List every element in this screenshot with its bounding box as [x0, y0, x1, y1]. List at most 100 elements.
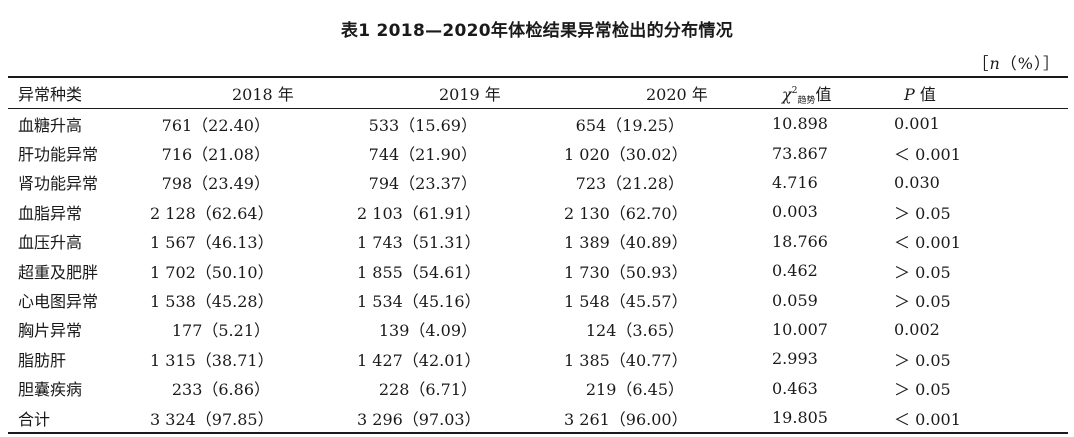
cell-y2019-value: 744（21.90）	[368, 145, 477, 165]
cell-y2020: 1 548（45.57）	[564, 285, 772, 314]
p-symbol: P	[904, 85, 915, 104]
cell-y2018-value: 177（5.21）	[171, 321, 270, 341]
cell-y2020-value: 1 548（45.57）	[564, 292, 688, 312]
cell-y2018: 233（6.86）	[150, 374, 357, 403]
cell-y2018-value: 798（23.49）	[161, 174, 270, 194]
cell-y2020: 124（3.65）	[564, 315, 772, 344]
cell-chi2: 73.867	[772, 143, 828, 163]
table-row: 胸片异常 177（5.21） 139（4.09） 124（3.65） 10.007 0.0…	[8, 315, 1068, 344]
cell-y2019-value: 794（23.37）	[368, 174, 477, 194]
cell-category: 肝功能异常	[18, 145, 99, 165]
cell-p: ＞ 0.05	[894, 292, 951, 312]
cell-y2018-value: 761（22.40）	[161, 115, 270, 135]
cell-y2020: 654（19.25）	[564, 109, 772, 139]
header-row: 异常种类 2018 年 2019 年 2020 年 χ2趋势值 P 值	[8, 76, 1068, 109]
cell-p: 0.002	[894, 319, 940, 339]
cell-y2018-value: 233（6.86）	[171, 380, 270, 400]
p-tail: 值	[914, 85, 936, 104]
unit-note-rest: （%）］	[1000, 54, 1060, 73]
chi-tail: 值	[815, 84, 832, 104]
cell-y2019-value: 1 534（45.16）	[357, 292, 481, 312]
cell-y2019-value: 2 103（61.91）	[357, 203, 481, 223]
cell-p: ＞ 0.05	[894, 350, 951, 370]
cell-category: 超重及肥胖	[18, 262, 99, 282]
cell-y2019-value: 3 296（97.03）	[357, 409, 481, 429]
cell-y2019-value: 1 743（51.31）	[357, 233, 481, 253]
table-row: 合计 3 324（97.85） 3 296（97.03） 3 261（96.00） 19…	[8, 402, 1068, 435]
cell-y2020-value: 2 130（62.70）	[564, 203, 688, 223]
cell-category: 血糖升高	[18, 115, 83, 135]
cell-category: 胆囊疾病	[18, 380, 83, 400]
chi-symbol: χ	[782, 84, 792, 104]
cell-y2020: 723（21.28）	[564, 168, 772, 197]
table-body: 血糖升高 761（22.40） 533（15.69） 654（19.25） 10.898…	[8, 109, 1068, 435]
cell-y2019: 1 855（54.61）	[357, 256, 564, 285]
chi-superscript: 2	[791, 85, 798, 96]
cell-y2020: 1 389（40.89）	[564, 227, 772, 256]
header-2019: 2019 年	[357, 76, 564, 109]
cell-chi2: 0.462	[772, 261, 818, 281]
cell-y2020: 2 130（62.70）	[564, 197, 772, 226]
table-row: 肾功能异常 798（23.49） 794（23.37） 723（21.28） 4.716…	[8, 168, 1068, 197]
cell-category: 血脂异常	[18, 203, 83, 223]
cell-category: 合计	[8, 402, 150, 435]
cell-y2018: 3 324（97.85）	[150, 402, 357, 435]
cell-y2018: 716（21.08）	[150, 138, 357, 167]
cell-y2020-value: 3 261（96.00）	[564, 409, 688, 429]
header-category: 异常种类	[8, 76, 150, 109]
cell-category: 肾功能异常	[18, 174, 99, 194]
unit-note-open: ［	[972, 54, 990, 73]
cell-p: ＞ 0.05	[894, 203, 951, 223]
table-row: 胆囊疾病 233（6.86） 228（6.71） 219（6.45） 0.463 ＞ 0.…	[8, 374, 1068, 403]
cell-y2020: 219（6.45）	[564, 374, 772, 403]
cell-y2019: 2 103（61.91）	[357, 197, 564, 226]
cell-y2018-value: 1 702（50.10）	[150, 262, 274, 282]
cell-y2019: 228（6.71）	[357, 374, 564, 403]
cell-y2019-value: 533（15.69）	[368, 115, 477, 135]
cell-y2019-value: 228（6.71）	[378, 380, 477, 400]
cell-y2018-value: 2 128（62.64）	[150, 203, 274, 223]
table-row: 心电图异常 1 538（45.28） 1 534（45.16） 1 548（45.57…	[8, 285, 1068, 314]
cell-y2019-value: 139（4.09）	[378, 321, 477, 341]
cell-chi2: 0.059	[772, 290, 818, 310]
table-caption: 表1 2018—2020年体检结果异常检出的分布情况	[340, 21, 734, 41]
table-row: 血脂异常 2 128（62.64） 2 103（61.91） 2 130（62.70）…	[8, 197, 1068, 226]
cell-p: ＜ 0.001	[894, 402, 1068, 435]
cell-y2020: 3 261（96.00）	[564, 402, 772, 435]
cell-y2019: 139（4.09）	[357, 315, 564, 344]
cell-y2020-value: 1 389（40.89）	[564, 233, 688, 253]
cell-y2018-value: 1 538（45.28）	[150, 292, 274, 312]
cell-y2020-value: 1 385（40.77）	[564, 350, 688, 370]
cell-y2018: 798（23.49）	[150, 168, 357, 197]
cell-y2018-value: 3 324（97.85）	[150, 409, 274, 429]
header-2020: 2020 年	[564, 76, 772, 109]
cell-y2018-value: 1 315（38.71）	[150, 350, 274, 370]
table-row: 血糖升高 761（22.40） 533（15.69） 654（19.25） 10.898…	[8, 109, 1068, 139]
cell-y2019: 3 296（97.03）	[357, 402, 564, 435]
header-p: P 值	[894, 76, 1068, 109]
unit-note-n: n	[989, 54, 1001, 73]
cell-y2020: 1 385（40.77）	[564, 344, 772, 373]
cell-y2018-value: 1 567（46.13）	[150, 233, 274, 253]
cell-y2018: 177（5.21）	[150, 315, 357, 344]
cell-y2019: 1 534（45.16）	[357, 285, 564, 314]
table-row: 超重及肥胖 1 702（50.10） 1 855（54.61） 1 730（50.93…	[8, 256, 1068, 285]
cell-y2019: 744（21.90）	[357, 138, 564, 167]
cell-p: ＜ 0.001	[894, 145, 961, 165]
cell-y2019-value: 1 855（54.61）	[357, 262, 481, 282]
cell-y2020: 1 020（30.02）	[564, 138, 772, 167]
cell-y2020: 1 730（50.93）	[564, 256, 772, 285]
cell-y2018: 1 538（45.28）	[150, 285, 357, 314]
cell-chi2: 0.463	[772, 378, 818, 398]
cell-chi2: 19.805	[772, 402, 894, 435]
cell-chi2: 18.766	[772, 231, 828, 251]
cell-chi2: 4.716	[772, 172, 818, 192]
table-row: 脂肪肝 1 315（38.71） 1 427（42.01） 1 385（40.77） 2…	[8, 344, 1068, 373]
cell-y2020-value: 723（21.28）	[575, 174, 684, 194]
cell-y2018: 2 128（62.64）	[150, 197, 357, 226]
cell-y2020-value: 1 020（30.02）	[564, 145, 688, 165]
table-row: 血压升高 1 567（46.13） 1 743（51.31） 1 389（40.89）…	[8, 227, 1068, 256]
results-table: 异常种类 2018 年 2019 年 2020 年 χ2趋势值 P 值 血糖升高…	[8, 76, 1068, 435]
cell-y2018: 1 702（50.10）	[150, 256, 357, 285]
cell-chi2: 2.993	[772, 349, 818, 369]
